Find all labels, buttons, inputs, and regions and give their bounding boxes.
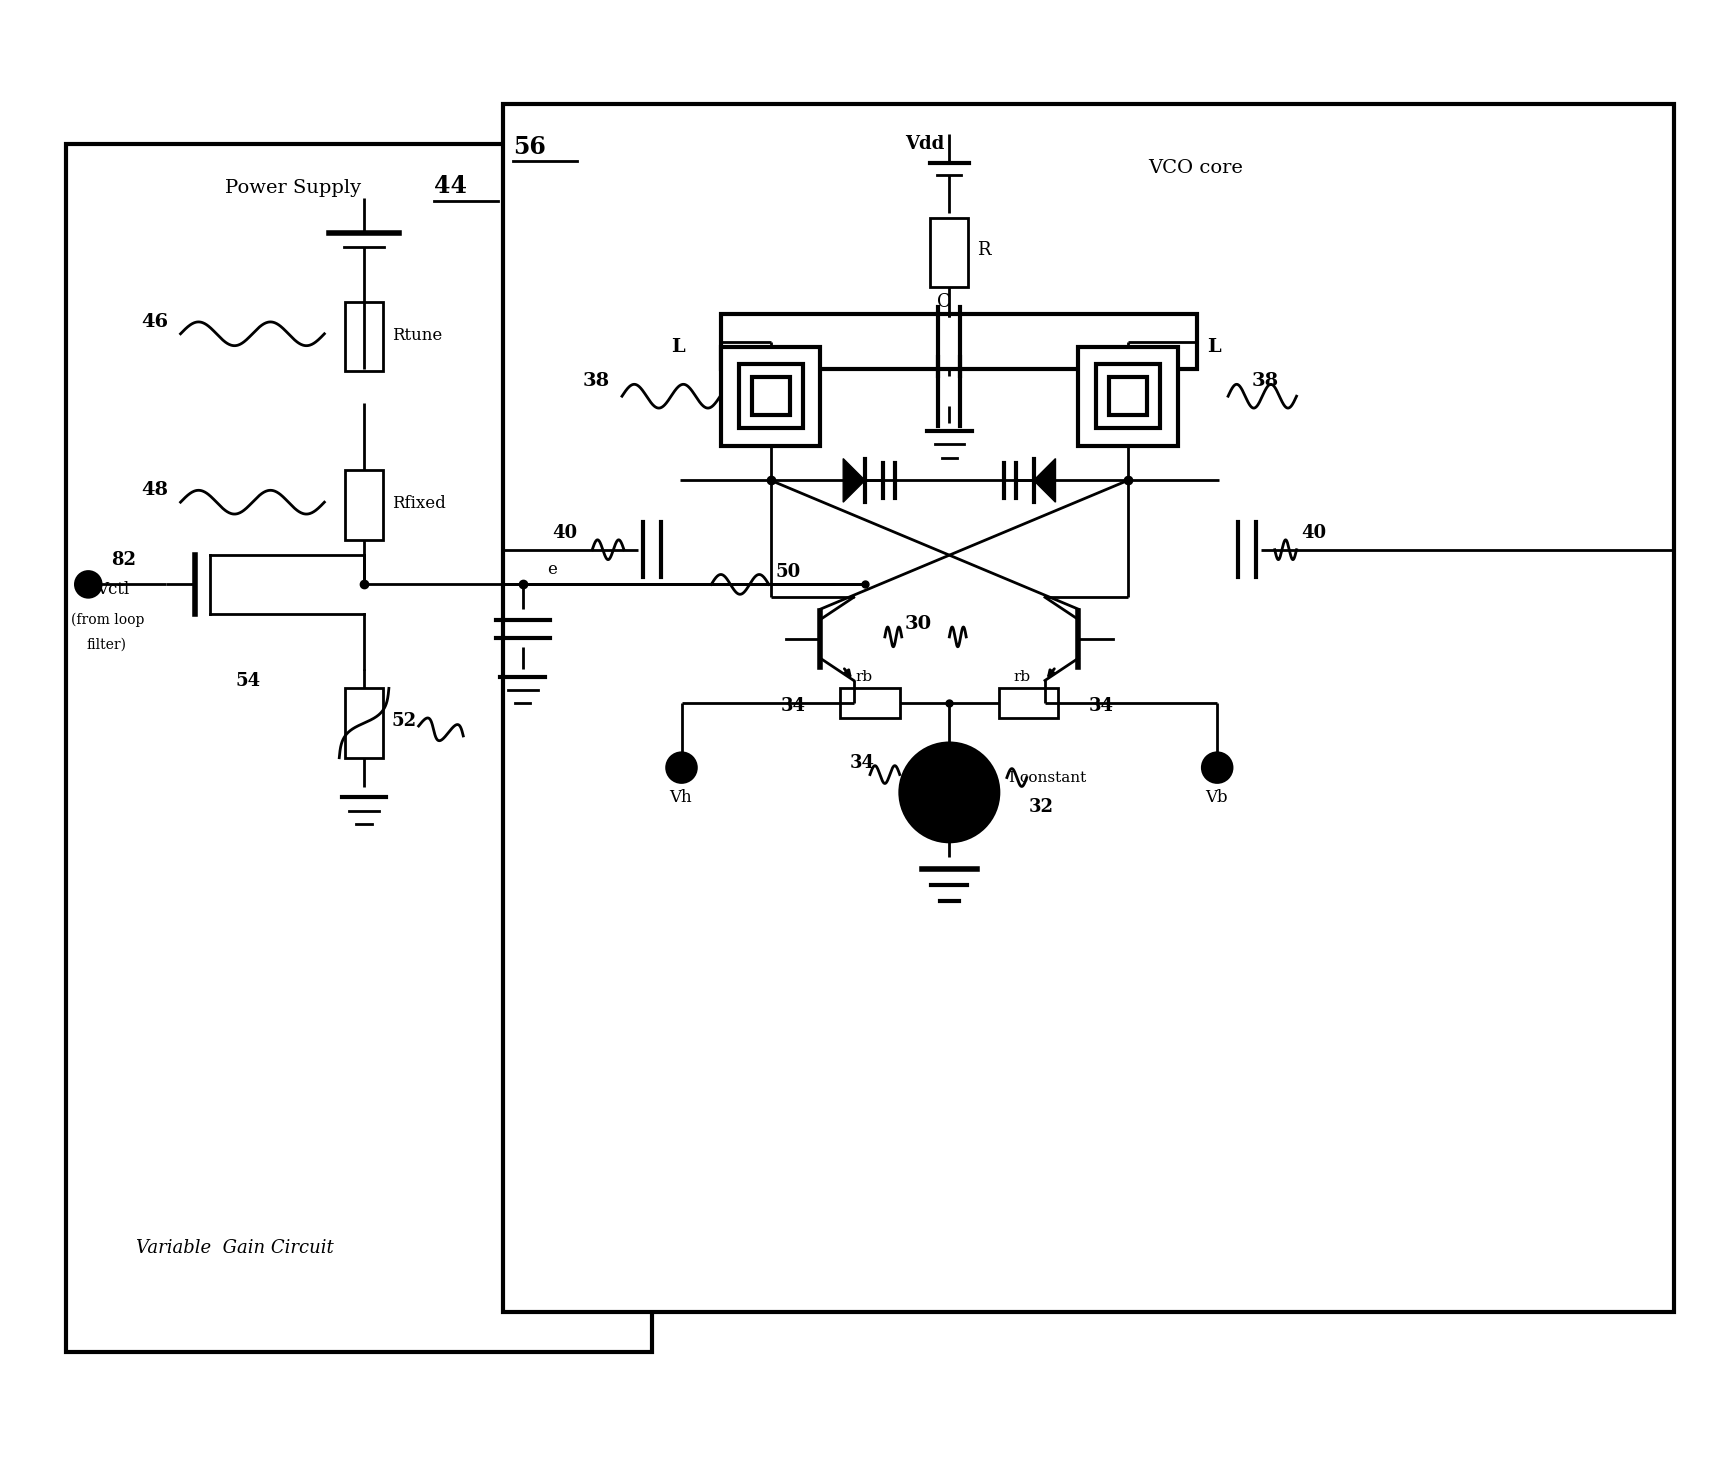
Text: 54: 54 (234, 672, 260, 691)
Polygon shape (844, 459, 865, 502)
Bar (503, 104, 1674, 1312)
Text: 38: 38 (1252, 372, 1279, 391)
Text: L: L (1207, 338, 1220, 356)
Text: Rfixed: Rfixed (392, 496, 446, 512)
Bar (930, 217, 969, 287)
Text: 50: 50 (776, 563, 800, 582)
Text: 40: 40 (1302, 523, 1326, 542)
Bar (345, 688, 384, 758)
Circle shape (667, 752, 696, 783)
Text: I constant: I constant (1009, 771, 1087, 786)
Bar (345, 471, 384, 539)
Text: Vb: Vb (1205, 789, 1227, 806)
Circle shape (75, 572, 101, 598)
Circle shape (1203, 752, 1233, 783)
Text: Power Supply: Power Supply (226, 179, 361, 197)
Text: 32: 32 (1029, 798, 1054, 816)
Text: Vb: Vb (670, 757, 691, 771)
Text: Vh: Vh (670, 789, 693, 806)
Text: 48: 48 (141, 481, 168, 499)
Text: Vdd: Vdd (904, 134, 944, 153)
Bar (738, 364, 804, 429)
Bar (1095, 364, 1160, 429)
Text: 46: 46 (141, 313, 168, 331)
Text: 82: 82 (111, 551, 135, 569)
Text: 34: 34 (851, 754, 875, 771)
Text: Variable  Gain Circuit: Variable Gain Circuit (135, 1239, 333, 1257)
Text: 44: 44 (434, 174, 467, 198)
Text: 56: 56 (512, 134, 545, 159)
Text: e: e (547, 561, 557, 579)
Text: 38: 38 (582, 372, 609, 391)
Circle shape (899, 744, 998, 841)
Text: rb: rb (1014, 671, 1031, 684)
Text: Rtune: Rtune (392, 327, 443, 344)
Text: rb: rb (856, 671, 871, 684)
Bar (1078, 347, 1177, 446)
Text: filter): filter) (87, 637, 127, 652)
Bar (1109, 378, 1147, 416)
Text: 34: 34 (781, 697, 806, 716)
Text: C: C (937, 293, 951, 311)
Text: L: L (672, 338, 686, 356)
Text: 40: 40 (552, 523, 578, 542)
Bar (752, 378, 790, 416)
Text: 30: 30 (904, 615, 932, 633)
Text: VCO core: VCO core (1147, 159, 1243, 178)
Text: 34: 34 (1088, 697, 1113, 716)
Bar (345, 302, 384, 372)
Bar (66, 144, 651, 1352)
Text: R: R (977, 241, 991, 258)
Text: (from loop: (from loop (71, 612, 144, 627)
Text: Vctl: Vctl (95, 582, 130, 598)
Bar (998, 688, 1059, 719)
Polygon shape (1033, 459, 1055, 502)
Bar (720, 313, 1198, 369)
Bar (840, 688, 899, 719)
Bar (720, 347, 821, 446)
Text: 52: 52 (392, 712, 417, 730)
